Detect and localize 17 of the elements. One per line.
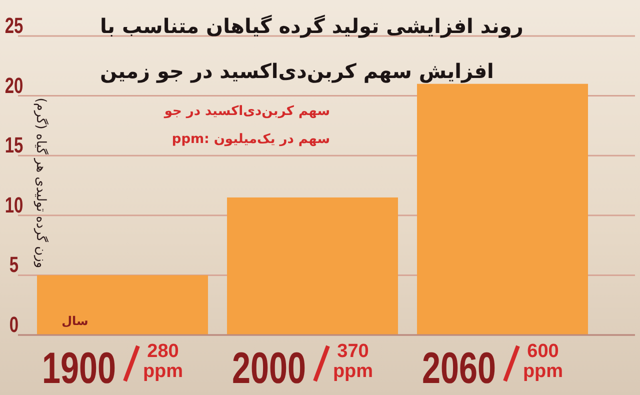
y-tick-label: 0: [9, 312, 19, 338]
y-tick-label: 25: [4, 14, 24, 39]
annotation: سهم در یک‌میلیون :ppm: [170, 132, 330, 147]
y-axis-title: وزن گرده تولیدی هر گیاه (گرم): [32, 96, 48, 270]
text: 370 ppm: [332, 341, 374, 382]
x-tick-label: 2000: [232, 344, 330, 393]
y-tick-label: 10: [4, 193, 24, 218]
x-tick-label: 2060: [422, 344, 520, 393]
text: 600 ppm: [522, 341, 564, 382]
x-tick-label: 1900: [42, 344, 140, 393]
x-axis-title: سال: [60, 314, 90, 328]
chart-title: روند افزایشی تولید گرده گیاهان متناسب با افزایش سهم کربن‌دی‌اکسید در جو زمین: [100, 13, 524, 85]
annotation: سهم کربن‌دی‌اکسید در جو: [164, 104, 330, 119]
y-tick-label: 20: [4, 74, 24, 98]
y-tick-label: 15: [4, 133, 24, 158]
text: 280 ppm: [142, 341, 184, 382]
y-tick-label: 5: [9, 252, 19, 278]
